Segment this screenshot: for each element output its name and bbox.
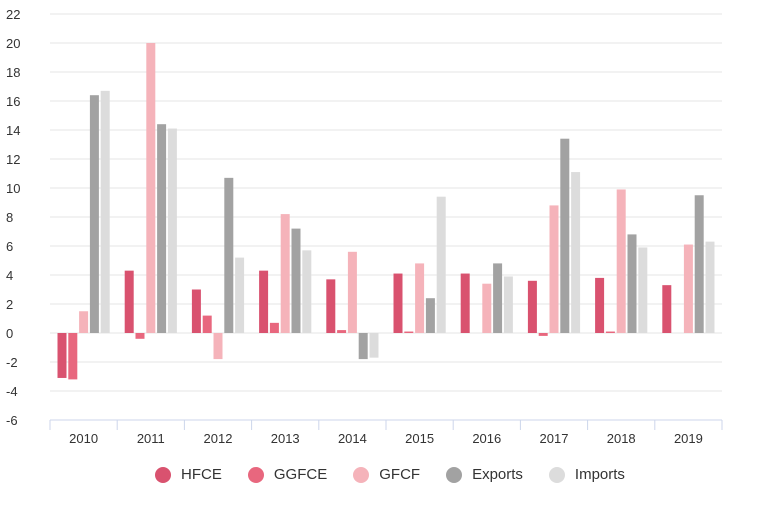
bar-exports-2018[interactable]: [627, 234, 637, 333]
y-tick-label: 6: [6, 239, 13, 254]
bar-exports-2016[interactable]: [493, 263, 503, 333]
x-tick-label: 2019: [674, 431, 703, 446]
x-tick-label: 2015: [405, 431, 434, 446]
legend-label: Imports: [574, 466, 625, 483]
bar-gfcf-2015[interactable]: [415, 263, 425, 333]
legend-marker: [247, 466, 264, 483]
legend-marker: [446, 466, 463, 483]
x-axis: 2010 2011 2012 2013 2014 2015 2016 2017 2018 2019: [49, 419, 723, 446]
bar-ggfce-2018[interactable]: [605, 331, 615, 333]
x-tick-label: 2013: [271, 431, 300, 446]
y-tick-label: 2: [6, 297, 13, 312]
bar-exports-2010[interactable]: [89, 95, 99, 333]
bar-hfce-2010[interactable]: [57, 333, 67, 378]
bar-ggfce-2014[interactable]: [337, 330, 347, 333]
bar-gfcf-2018[interactable]: [616, 189, 626, 333]
legend-label: GFCF: [379, 466, 421, 483]
y-tick-label: 22: [6, 7, 20, 22]
legend-item-exports[interactable]: Exports: [446, 466, 523, 483]
bar-hfce-2014[interactable]: [326, 279, 336, 333]
bar-hfce-2013[interactable]: [259, 270, 269, 333]
y-tick-label: 4: [6, 268, 13, 283]
bar-gfcf-2011[interactable]: [146, 43, 156, 333]
bar-hfce-2017[interactable]: [527, 280, 537, 333]
legend-label: Exports: [472, 466, 523, 483]
bar-imports-2013[interactable]: [302, 250, 312, 333]
y-axis: -6 -4 -2 0 2 4 6 8 10 12 14 16 18 20 22: [6, 7, 20, 428]
bar-ggfce-2015[interactable]: [404, 331, 414, 333]
y-tick-label: -6: [6, 413, 18, 428]
bar-ggfce-2010[interactable]: [68, 333, 78, 380]
bar-exports-2012[interactable]: [224, 177, 234, 333]
bar-gfcf-2014[interactable]: [347, 251, 357, 333]
bar-imports-2017[interactable]: [571, 172, 581, 333]
bar-hfce-2018[interactable]: [595, 277, 605, 333]
x-tick-label: 2018: [607, 431, 636, 446]
bar-exports-2019[interactable]: [694, 195, 704, 333]
bar-gfcf-2010[interactable]: [79, 311, 89, 333]
y-tick-label: -2: [6, 355, 18, 370]
bar-ggfce-2011[interactable]: [135, 333, 145, 339]
bar-imports-2010[interactable]: [100, 90, 110, 333]
legend-marker: [548, 466, 565, 483]
y-tick-label: 16: [6, 94, 20, 109]
y-tick-label: 18: [6, 65, 20, 80]
bar-gfcf-2019[interactable]: [683, 244, 693, 333]
bars: [57, 43, 715, 380]
y-tick-label: -4: [6, 384, 18, 399]
bar-exports-2014[interactable]: [358, 333, 368, 360]
bar-imports-2014[interactable]: [369, 333, 379, 358]
bar-ggfce-2017[interactable]: [538, 333, 548, 336]
bar-imports-2011[interactable]: [167, 128, 177, 333]
bar-ggfce-2013[interactable]: [269, 322, 279, 333]
y-tick-label: 0: [6, 326, 13, 341]
legend-label: HFCE: [181, 466, 222, 483]
x-tick-label: 2017: [540, 431, 569, 446]
legend-marker: [155, 466, 172, 483]
bar-imports-2019[interactable]: [705, 241, 715, 333]
bar-gfcf-2017[interactable]: [549, 205, 559, 333]
x-tick-label: 2012: [204, 431, 233, 446]
bar-gfcf-2013[interactable]: [280, 214, 290, 333]
legend: HFCE GGFCE GFCF Exports Imports: [0, 466, 780, 483]
bar-imports-2018[interactable]: [638, 247, 648, 333]
y-tick-label: 12: [6, 152, 20, 167]
legend-item-hfce[interactable]: HFCE: [155, 466, 222, 483]
bar-exports-2011[interactable]: [157, 124, 167, 333]
bar-imports-2012[interactable]: [235, 257, 245, 333]
x-tick-label: 2010: [69, 431, 98, 446]
y-tick-label: 10: [6, 181, 20, 196]
bar-imports-2016[interactable]: [503, 276, 513, 333]
bar-exports-2017[interactable]: [560, 138, 570, 333]
bar-hfce-2019[interactable]: [662, 285, 672, 333]
bar-ggfce-2012[interactable]: [202, 315, 212, 333]
y-tick-label: 8: [6, 210, 13, 225]
y-tick-label: 14: [6, 123, 20, 138]
bar-gfcf-2016[interactable]: [482, 283, 492, 333]
x-tick-label: 2014: [338, 431, 367, 446]
legend-item-imports[interactable]: Imports: [548, 466, 625, 483]
bar-gfcf-2012[interactable]: [213, 333, 223, 360]
bar-hfce-2016[interactable]: [460, 273, 470, 333]
legend-item-ggfce[interactable]: GGFCE: [247, 466, 328, 483]
legend-marker: [353, 466, 370, 483]
bar-exports-2015[interactable]: [425, 298, 435, 333]
bar-hfce-2015[interactable]: [393, 273, 403, 333]
legend-label: GGFCE: [273, 466, 328, 483]
legend-item-gfcf[interactable]: GFCF: [353, 466, 420, 483]
bar-exports-2013[interactable]: [291, 228, 301, 333]
bar-hfce-2012[interactable]: [191, 289, 201, 334]
bar-hfce-2011[interactable]: [124, 270, 134, 333]
x-tick-label: 2016: [472, 431, 501, 446]
bar-imports-2015[interactable]: [436, 196, 446, 333]
x-tick-label: 2011: [137, 431, 165, 446]
y-tick-label: 20: [6, 36, 20, 51]
